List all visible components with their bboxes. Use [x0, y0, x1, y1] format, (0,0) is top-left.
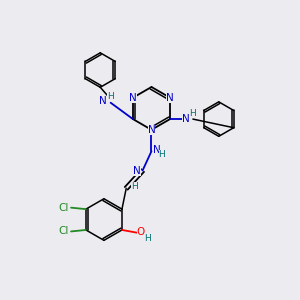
Text: O: O: [136, 227, 145, 237]
Text: N: N: [166, 93, 174, 103]
Text: N: N: [133, 166, 141, 176]
Text: H: H: [190, 109, 196, 118]
Text: N: N: [148, 125, 155, 135]
Text: H: H: [131, 182, 138, 191]
Text: N: N: [182, 114, 190, 124]
Text: Cl: Cl: [58, 203, 69, 213]
Text: N: N: [99, 96, 107, 106]
Text: H: H: [144, 234, 151, 243]
Text: Cl: Cl: [58, 226, 69, 236]
Text: N: N: [153, 145, 161, 155]
Text: H: H: [107, 92, 113, 101]
Text: H: H: [158, 150, 165, 159]
Text: N: N: [129, 93, 137, 103]
